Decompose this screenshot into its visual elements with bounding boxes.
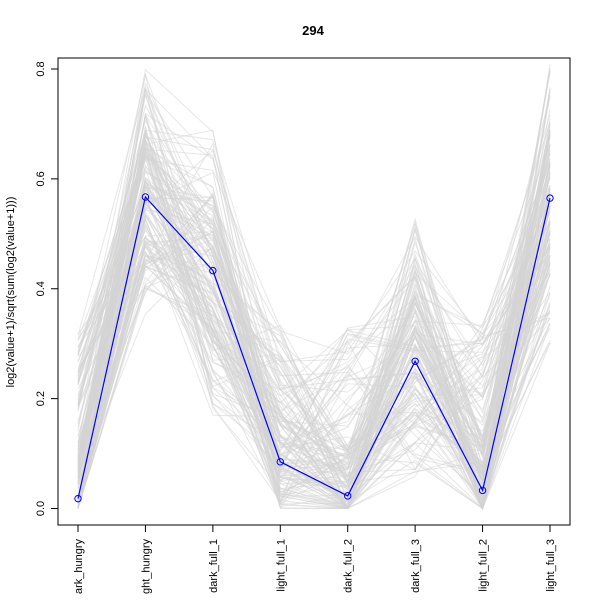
background-series-line <box>77 247 551 509</box>
background-series-line <box>77 183 551 453</box>
background-lines <box>77 63 551 511</box>
background-series-line <box>77 177 551 511</box>
highlight-point <box>546 194 554 202</box>
background-series-line <box>77 124 551 511</box>
background-series-line <box>77 157 551 461</box>
x-tick-label: ark_hungry <box>73 539 85 595</box>
y-axis-label: log2(value+1)/sqrt(sum(log2(value+1))) <box>5 197 17 388</box>
highlight-point <box>276 458 284 466</box>
background-series-line <box>77 191 551 509</box>
background-series-line <box>77 72 551 478</box>
plot-frame <box>57 57 571 526</box>
y-tick-label: 0.4 <box>35 281 47 296</box>
background-series-line <box>77 137 551 510</box>
background-series-line <box>77 126 551 501</box>
highlight-point <box>209 266 217 275</box>
background-series-line <box>77 240 551 509</box>
background-series-line <box>77 94 551 510</box>
background-series-line <box>77 68 551 477</box>
background-series-line <box>77 70 551 484</box>
highlight-point <box>478 486 487 495</box>
y-tick-label: 0.8 <box>35 61 47 76</box>
background-series-line <box>77 244 551 491</box>
x-tick-label: ght_hungry <box>140 539 152 595</box>
background-series-line <box>77 187 551 476</box>
background-series-line <box>77 133 551 472</box>
x-tick-label: light_full_3 <box>545 539 557 592</box>
highlight-point <box>74 494 82 503</box>
y-tick-label: 0.2 <box>35 391 47 406</box>
highlight-point <box>344 492 352 500</box>
background-series-line <box>77 82 551 493</box>
background-series-line <box>77 195 551 478</box>
y-axis: 0.0 0.2 0.4 0.6 0.8 <box>35 61 58 516</box>
background-series-line <box>77 188 551 509</box>
background-series-line <box>77 276 551 510</box>
highlight-series <box>74 193 554 503</box>
x-tick-label: light_full_2 <box>478 539 490 592</box>
x-tick-label: light_full_1 <box>275 539 287 592</box>
background-series-line <box>77 179 551 504</box>
highlight-series-line <box>77 195 551 499</box>
x-tick-label: dark_full_3 <box>410 539 422 593</box>
highlight-point <box>141 193 150 201</box>
x-tick-label: dark_full_1 <box>208 539 220 593</box>
background-series-line <box>77 180 551 476</box>
chart-title: 294 <box>302 23 324 38</box>
x-axis: ark_hungry ght_hungry dark_full_1 light_ful… <box>73 525 557 594</box>
background-series-line <box>77 68 551 510</box>
x-tick-label: dark_full_2 <box>343 539 355 593</box>
background-series-line <box>77 87 551 510</box>
background-series-line <box>77 90 551 467</box>
y-tick-label: 0.6 <box>35 171 47 186</box>
background-series-line <box>77 142 551 415</box>
background-series-line <box>77 87 551 469</box>
background-series-line <box>77 199 551 510</box>
background-series-line <box>77 158 551 499</box>
background-series-line <box>77 133 551 500</box>
background-series-line <box>77 159 551 509</box>
highlight-point <box>411 357 419 365</box>
y-tick-label: 0.0 <box>35 501 47 516</box>
background-series-line <box>77 213 551 510</box>
background-series-line <box>77 156 551 478</box>
background-series-line <box>77 235 551 507</box>
